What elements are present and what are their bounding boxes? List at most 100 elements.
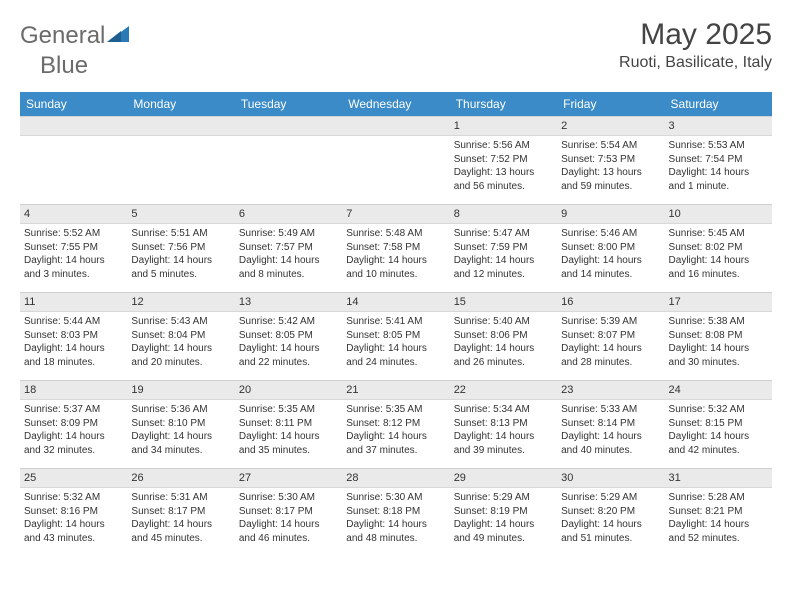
daylight-text: Daylight: 14 hours and 8 minutes.	[239, 254, 338, 281]
daylight-text: Daylight: 13 hours and 56 minutes.	[454, 166, 553, 193]
day-details: Sunrise: 5:43 AMSunset: 8:04 PMDaylight:…	[127, 312, 234, 373]
daylight-text: Daylight: 14 hours and 20 minutes.	[131, 342, 230, 369]
sunrise-text: Sunrise: 5:32 AM	[24, 491, 123, 505]
day-cell: 20Sunrise: 5:35 AMSunset: 8:11 PMDayligh…	[235, 381, 342, 469]
day-details	[235, 136, 342, 186]
day-details: Sunrise: 5:48 AMSunset: 7:58 PMDaylight:…	[342, 224, 449, 285]
daylight-text: Daylight: 14 hours and 26 minutes.	[454, 342, 553, 369]
day-cell: 23Sunrise: 5:33 AMSunset: 8:14 PMDayligh…	[557, 381, 664, 469]
sunset-text: Sunset: 8:17 PM	[131, 505, 230, 519]
day-cell: 9Sunrise: 5:46 AMSunset: 8:00 PMDaylight…	[557, 205, 664, 293]
day-cell: 7Sunrise: 5:48 AMSunset: 7:58 PMDaylight…	[342, 205, 449, 293]
sunset-text: Sunset: 8:05 PM	[346, 329, 445, 343]
day-details: Sunrise: 5:56 AMSunset: 7:52 PMDaylight:…	[450, 136, 557, 197]
day-number: 20	[235, 381, 342, 400]
sunset-text: Sunset: 8:03 PM	[24, 329, 123, 343]
day-header-tuesday: Tuesday	[235, 92, 342, 117]
sunset-text: Sunset: 8:15 PM	[669, 417, 768, 431]
empty-cell	[20, 117, 127, 205]
sunrise-text: Sunrise: 5:47 AM	[454, 227, 553, 241]
sunrise-text: Sunrise: 5:39 AM	[561, 315, 660, 329]
sunrise-text: Sunrise: 5:34 AM	[454, 403, 553, 417]
day-number: 6	[235, 205, 342, 224]
daylight-text: Daylight: 14 hours and 51 minutes.	[561, 518, 660, 545]
day-cell: 6Sunrise: 5:49 AMSunset: 7:57 PMDaylight…	[235, 205, 342, 293]
daylight-text: Daylight: 14 hours and 49 minutes.	[454, 518, 553, 545]
day-cell: 14Sunrise: 5:41 AMSunset: 8:05 PMDayligh…	[342, 293, 449, 381]
day-cell: 5Sunrise: 5:51 AMSunset: 7:56 PMDaylight…	[127, 205, 234, 293]
month-title: May 2025	[619, 18, 772, 52]
sunrise-text: Sunrise: 5:51 AM	[131, 227, 230, 241]
day-header-sunday: Sunday	[20, 92, 127, 117]
day-cell: 31Sunrise: 5:28 AMSunset: 8:21 PMDayligh…	[665, 469, 772, 557]
day-details	[127, 136, 234, 186]
logo-triangle-icon	[107, 24, 129, 49]
day-number: 22	[450, 381, 557, 400]
sunset-text: Sunset: 8:07 PM	[561, 329, 660, 343]
day-header-row: SundayMondayTuesdayWednesdayThursdayFrid…	[20, 92, 772, 117]
day-number: 15	[450, 293, 557, 312]
logo-text-blue: Blue	[40, 52, 88, 80]
sunrise-text: Sunrise: 5:56 AM	[454, 139, 553, 153]
sunrise-text: Sunrise: 5:29 AM	[561, 491, 660, 505]
day-details: Sunrise: 5:28 AMSunset: 8:21 PMDaylight:…	[665, 488, 772, 549]
sunrise-text: Sunrise: 5:45 AM	[669, 227, 768, 241]
day-cell: 30Sunrise: 5:29 AMSunset: 8:20 PMDayligh…	[557, 469, 664, 557]
day-number: 25	[20, 469, 127, 488]
day-cell: 1Sunrise: 5:56 AMSunset: 7:52 PMDaylight…	[450, 117, 557, 205]
week-row: 1Sunrise: 5:56 AMSunset: 7:52 PMDaylight…	[20, 117, 772, 205]
sunset-text: Sunset: 8:06 PM	[454, 329, 553, 343]
daylight-text: Daylight: 14 hours and 30 minutes.	[669, 342, 768, 369]
daylight-text: Daylight: 13 hours and 59 minutes.	[561, 166, 660, 193]
day-cell: 17Sunrise: 5:38 AMSunset: 8:08 PMDayligh…	[665, 293, 772, 381]
empty-cell	[235, 117, 342, 205]
sunrise-text: Sunrise: 5:33 AM	[561, 403, 660, 417]
day-cell: 22Sunrise: 5:34 AMSunset: 8:13 PMDayligh…	[450, 381, 557, 469]
day-number: 21	[342, 381, 449, 400]
day-number: 14	[342, 293, 449, 312]
day-cell: 18Sunrise: 5:37 AMSunset: 8:09 PMDayligh…	[20, 381, 127, 469]
day-cell: 3Sunrise: 5:53 AMSunset: 7:54 PMDaylight…	[665, 117, 772, 205]
day-number: 7	[342, 205, 449, 224]
sunset-text: Sunset: 8:09 PM	[24, 417, 123, 431]
sunset-text: Sunset: 7:55 PM	[24, 241, 123, 255]
daylight-text: Daylight: 14 hours and 28 minutes.	[561, 342, 660, 369]
day-cell: 15Sunrise: 5:40 AMSunset: 8:06 PMDayligh…	[450, 293, 557, 381]
sunset-text: Sunset: 8:04 PM	[131, 329, 230, 343]
daylight-text: Daylight: 14 hours and 22 minutes.	[239, 342, 338, 369]
daylight-text: Daylight: 14 hours and 3 minutes.	[24, 254, 123, 281]
day-header-saturday: Saturday	[665, 92, 772, 117]
day-header-friday: Friday	[557, 92, 664, 117]
empty-cell	[342, 117, 449, 205]
empty-cell	[127, 117, 234, 205]
day-number: 24	[665, 381, 772, 400]
sunset-text: Sunset: 7:52 PM	[454, 153, 553, 167]
day-number: 1	[450, 117, 557, 136]
day-number	[235, 117, 342, 136]
day-details: Sunrise: 5:49 AMSunset: 7:57 PMDaylight:…	[235, 224, 342, 285]
day-number: 26	[127, 469, 234, 488]
sunrise-text: Sunrise: 5:44 AM	[24, 315, 123, 329]
day-number: 28	[342, 469, 449, 488]
day-details: Sunrise: 5:31 AMSunset: 8:17 PMDaylight:…	[127, 488, 234, 549]
day-number: 11	[20, 293, 127, 312]
day-number	[127, 117, 234, 136]
daylight-text: Daylight: 14 hours and 10 minutes.	[346, 254, 445, 281]
day-number: 4	[20, 205, 127, 224]
day-number: 30	[557, 469, 664, 488]
day-cell: 8Sunrise: 5:47 AMSunset: 7:59 PMDaylight…	[450, 205, 557, 293]
sunrise-text: Sunrise: 5:28 AM	[669, 491, 768, 505]
day-details: Sunrise: 5:39 AMSunset: 8:07 PMDaylight:…	[557, 312, 664, 373]
day-header-monday: Monday	[127, 92, 234, 117]
sunset-text: Sunset: 8:05 PM	[239, 329, 338, 343]
sunrise-text: Sunrise: 5:52 AM	[24, 227, 123, 241]
sunset-text: Sunset: 7:58 PM	[346, 241, 445, 255]
calendar-table: SundayMondayTuesdayWednesdayThursdayFrid…	[20, 92, 772, 557]
sunset-text: Sunset: 8:14 PM	[561, 417, 660, 431]
day-details: Sunrise: 5:32 AMSunset: 8:16 PMDaylight:…	[20, 488, 127, 549]
day-details: Sunrise: 5:44 AMSunset: 8:03 PMDaylight:…	[20, 312, 127, 373]
sunrise-text: Sunrise: 5:38 AM	[669, 315, 768, 329]
day-number: 19	[127, 381, 234, 400]
daylight-text: Daylight: 14 hours and 32 minutes.	[24, 430, 123, 457]
sunset-text: Sunset: 8:08 PM	[669, 329, 768, 343]
